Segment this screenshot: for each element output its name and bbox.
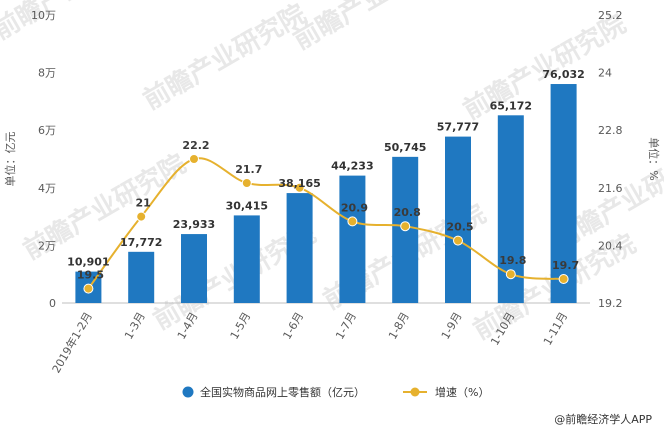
bar-value-label: 65,172 bbox=[490, 99, 532, 112]
bar bbox=[286, 193, 313, 303]
line-point bbox=[400, 221, 411, 232]
x-tick-label: 1-9月 bbox=[439, 310, 465, 342]
bar-value-label: 17,772 bbox=[120, 236, 162, 249]
line-value-label: 21.7 bbox=[235, 163, 262, 176]
bar-value-label: 38,165 bbox=[278, 177, 320, 190]
bar-value-label: 23,933 bbox=[173, 218, 215, 231]
y-right-axis-title: 单位：% bbox=[647, 137, 661, 180]
y-right-tick-label: 19.2 bbox=[598, 297, 623, 310]
bar-value-label: 30,415 bbox=[226, 199, 268, 212]
line-point bbox=[505, 269, 516, 280]
growth-line bbox=[87, 157, 564, 290]
x-tick-label: 1-6月 bbox=[280, 310, 306, 342]
legend-label-bars: 全国实物商品网上零售额（亿元） bbox=[200, 385, 365, 399]
bar bbox=[233, 215, 260, 303]
bar-value-label: 50,745 bbox=[384, 141, 426, 154]
x-tick-label: 1-7月 bbox=[333, 310, 359, 342]
source-credit: @前瞻经济学人APP bbox=[554, 412, 652, 426]
y-left-tick-label: 8万 bbox=[38, 67, 56, 80]
line-value-label: 22.2 bbox=[182, 139, 209, 152]
bar-series bbox=[75, 84, 577, 304]
x-tick-label: 1-5月 bbox=[228, 310, 254, 342]
y-right-tick-label: 25.2 bbox=[598, 9, 623, 22]
y-left-tick-label: 6万 bbox=[38, 124, 56, 137]
line-value-label: 19.5 bbox=[77, 269, 104, 282]
bar-value-label: 57,777 bbox=[437, 121, 479, 134]
legend-marker-point bbox=[410, 387, 420, 397]
line-value-label: 20.9 bbox=[341, 201, 368, 214]
y-left-tick-label: 4万 bbox=[38, 182, 56, 195]
bar bbox=[445, 136, 471, 303]
y-left-tick-label: 10万 bbox=[31, 9, 56, 22]
watermark-text: 前瞻产业研究院 bbox=[288, 0, 461, 56]
y-left-axis-title: 单位：亿元 bbox=[3, 132, 17, 187]
data-labels: 10,901 17,772 23,933 30,415 38,165 44,233 50,7… bbox=[67, 68, 585, 282]
x-tick-label: 1-3月 bbox=[122, 310, 148, 342]
bar bbox=[339, 175, 366, 303]
y-right-tick-label: 22.8 bbox=[598, 124, 623, 137]
line-value-label: 20.8 bbox=[394, 206, 421, 219]
legend: 全国实物商品网上零售额（亿元） 增速（%） bbox=[182, 385, 489, 399]
line-point bbox=[241, 178, 252, 188]
line-point bbox=[294, 182, 305, 193]
line-point bbox=[189, 154, 199, 164]
x-tick-label: 1-11月 bbox=[541, 310, 570, 348]
y-right-tick-label: 21.6 bbox=[598, 182, 623, 195]
line-point bbox=[453, 235, 463, 246]
line-value-label: 21 bbox=[136, 197, 151, 210]
line-value-label: 19.8 bbox=[499, 254, 526, 267]
bar bbox=[128, 251, 155, 303]
bar-value-label: 10,901 bbox=[67, 256, 109, 269]
watermark-text: 前瞻产业研究院 bbox=[0, 0, 161, 46]
watermark-text: 前瞻产业研究院 bbox=[138, 0, 311, 116]
x-tick-label: 2019年1-2月 bbox=[49, 310, 95, 376]
y-right-tick-label: 24 bbox=[598, 67, 612, 80]
x-tick-label: 1-8月 bbox=[386, 310, 412, 342]
line-value-label: 19.7 bbox=[552, 259, 579, 272]
line-series bbox=[83, 154, 569, 294]
bar-value-label: 76,032 bbox=[542, 68, 584, 81]
line-point bbox=[558, 274, 569, 284]
y-left-tick-label: 2万 bbox=[38, 239, 56, 252]
bar bbox=[181, 234, 207, 303]
y-left-tick-label: 0 bbox=[49, 297, 56, 310]
bar-value-label: 44,233 bbox=[331, 160, 373, 173]
line-point bbox=[136, 211, 147, 222]
legend-marker-bars bbox=[182, 386, 194, 398]
line-value-label: 20.5 bbox=[446, 221, 473, 234]
y-right-tick-label: 20.4 bbox=[598, 239, 623, 252]
legend-label-line: 增速（%） bbox=[435, 385, 489, 399]
line-point bbox=[83, 283, 94, 294]
line-point bbox=[347, 216, 358, 227]
bar bbox=[550, 84, 577, 304]
